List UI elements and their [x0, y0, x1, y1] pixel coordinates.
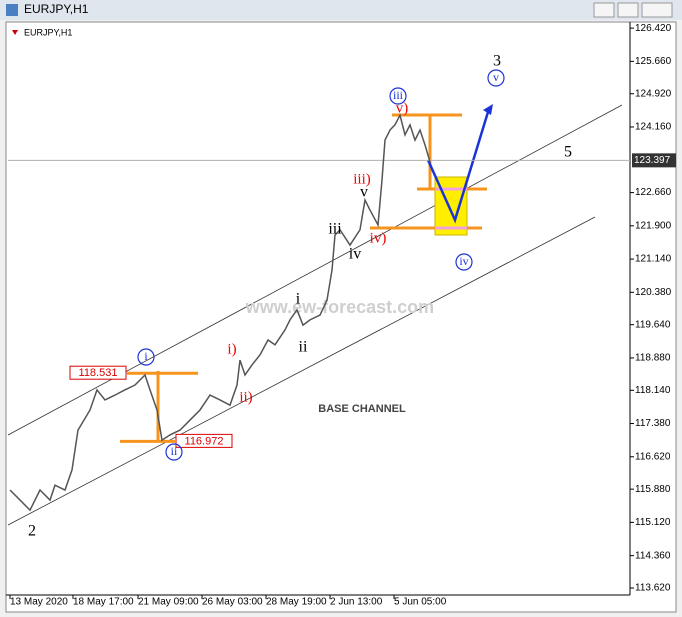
wave-label: iv): [370, 230, 387, 246]
price-line: [9, 113, 431, 512]
level-box: [69, 365, 127, 380]
wave-label: iii: [393, 88, 404, 102]
watermark: www.ew-forecast.com: [245, 297, 434, 317]
arrow-head: [483, 104, 493, 115]
symbol-marker: [12, 30, 18, 35]
wave-label: iv: [349, 246, 361, 263]
y-tick-label: 115.880: [635, 484, 671, 495]
wave-label: ii: [171, 444, 178, 458]
title-bar: [0, 0, 682, 20]
y-tick-label: 118.140: [635, 385, 671, 396]
wave-circle: [487, 69, 505, 87]
window-icon: [6, 4, 18, 16]
x-tick-label: 18 May 17:00: [73, 597, 134, 608]
level-box: [175, 433, 233, 448]
y-tick-label: 125.660: [635, 56, 672, 67]
wave-label: iii: [328, 221, 342, 238]
chart-area: [5, 21, 677, 613]
chart-layer: www.ew-forecast.com 126.420 125.660 124.920…: [8, 23, 676, 608]
y-tick-label: 124.920: [635, 88, 672, 99]
x-tick-label: 26 May 03:00: [202, 597, 263, 608]
y-tick-label: 118.880: [635, 353, 671, 364]
y-tick-label: 121.900: [635, 220, 672, 231]
y-tick-label: 113.620: [635, 583, 671, 594]
wave-label: i: [144, 349, 148, 363]
y-tick-label: 121.140: [635, 254, 672, 265]
wave-circle: [165, 443, 183, 461]
x-tick-label: 21 May 09:00: [138, 597, 199, 608]
projection-arrow: [426, 111, 490, 224]
y-tick-label: 120.380: [635, 287, 672, 298]
x-tick-label: 5 Jun 05:00: [394, 597, 447, 608]
wave-label: ii: [299, 339, 308, 356]
y-tick-label: 114.360: [635, 550, 671, 561]
current-price-box: [632, 153, 676, 168]
wave-label: v: [493, 70, 499, 84]
maximize-button[interactable]: [617, 2, 639, 18]
minimize-button[interactable]: [593, 2, 615, 18]
y-tick-label: 119.640: [635, 319, 671, 330]
y-tick-label: 126.420: [635, 23, 672, 34]
wave-label: iv: [459, 254, 468, 268]
level-label: 118.531: [79, 367, 118, 379]
wave-label: 2: [28, 523, 36, 540]
level-label: 116.972: [185, 435, 224, 447]
x-tick-label: 28 May 19:00: [266, 597, 327, 608]
y-tick-label: 117.380: [635, 418, 671, 429]
channel-lower: [7, 216, 596, 526]
y-tick-label: 124.160: [635, 122, 672, 133]
wave-label: 3: [493, 53, 501, 70]
y-tick-label: 116.620: [635, 451, 671, 462]
wave-circle: [389, 87, 407, 105]
y-tick-label: 122.660: [635, 187, 672, 198]
wave-label: v): [396, 100, 409, 116]
symbol-label: EURJPY,H1: [24, 27, 72, 37]
close-button[interactable]: [641, 2, 673, 18]
wave-label: i: [296, 291, 301, 308]
y-tick-label: 115.120: [635, 517, 671, 528]
window-title: EURJPY,H1: [24, 2, 89, 16]
wave-label: v: [360, 184, 368, 201]
wave-label: iii): [353, 171, 371, 187]
wave-label: 5: [564, 144, 572, 161]
chart-annotation: BASE CHANNEL: [318, 403, 406, 415]
current-price-label: 123.397: [634, 155, 671, 166]
wave-circle: [455, 253, 473, 271]
wave-circle: [137, 348, 155, 366]
wave-label: ii): [239, 389, 252, 405]
x-tick-label: 2 Jun 13:00: [330, 597, 383, 608]
wave-label: i): [227, 341, 236, 357]
x-tick-label: 13 May 2020: [10, 597, 68, 608]
